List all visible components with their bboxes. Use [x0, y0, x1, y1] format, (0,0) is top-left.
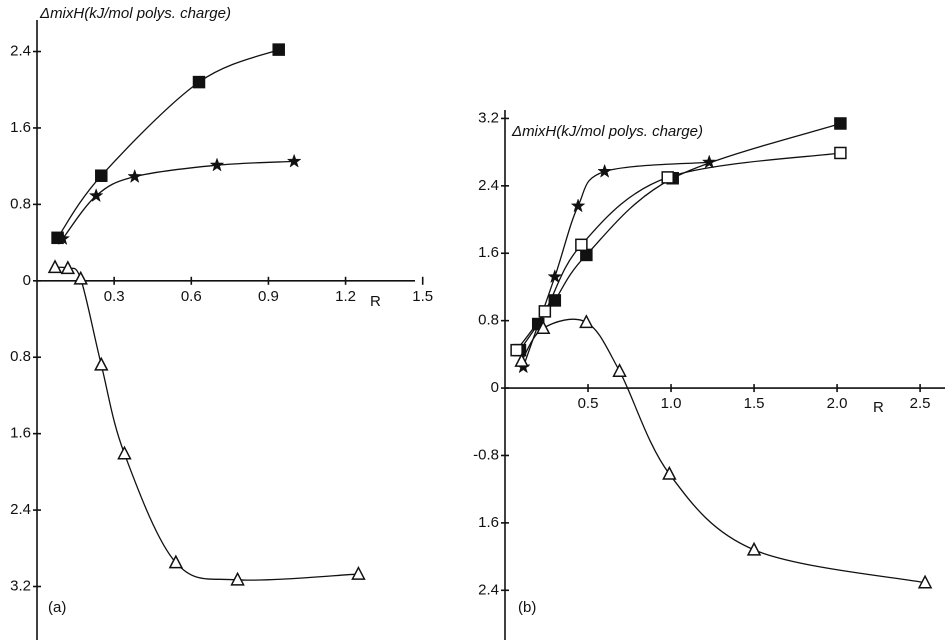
- x-tick-label: 0.5: [578, 395, 599, 412]
- y-tick-label: 2.4: [478, 581, 499, 598]
- marker: [597, 163, 613, 178]
- panel-label: (b): [518, 599, 536, 616]
- marker: [73, 270, 88, 285]
- marker: [548, 294, 562, 307]
- marker: [547, 269, 563, 284]
- marker: [94, 356, 109, 371]
- curve: [57, 49, 279, 239]
- y-tick-label: 2.4: [10, 501, 31, 518]
- marker: [834, 146, 847, 160]
- x-tick-label: 2.5: [910, 395, 931, 412]
- marker: [60, 260, 76, 275]
- y-tick-label: 0.8: [10, 195, 31, 212]
- x-tick-label: 0.6: [181, 288, 202, 305]
- marker: [834, 117, 847, 130]
- y-tick-label: 1.6: [10, 119, 31, 136]
- marker: [230, 571, 245, 586]
- marker: [917, 574, 933, 589]
- marker: [701, 154, 717, 169]
- marker: [95, 169, 108, 182]
- y-tick-label: 2.4: [10, 42, 31, 59]
- marker: [286, 153, 302, 168]
- marker: [579, 314, 594, 329]
- y-tick-label: 0: [491, 379, 499, 396]
- panel-label: (a): [48, 599, 66, 616]
- marker: [570, 198, 586, 213]
- y-tick-label: 0.8: [478, 312, 499, 329]
- y-tick-label: 2.4: [478, 177, 499, 194]
- y-tick-label: 3.2: [10, 577, 31, 594]
- marker: [272, 43, 285, 56]
- marker: [351, 565, 366, 580]
- marker: [192, 75, 206, 89]
- marker: [88, 188, 104, 203]
- x-tick-label: 1.5: [744, 395, 765, 412]
- marker: [209, 157, 225, 172]
- marker: [580, 248, 593, 262]
- y-tick-label: 0.8: [10, 348, 31, 365]
- y-axis-label: ΔmixH(kJ/mol polys. charge): [39, 5, 231, 22]
- marker: [514, 352, 529, 367]
- x-tick-label: 1.2: [335, 288, 356, 305]
- marker: [55, 231, 71, 246]
- marker: [535, 320, 551, 334]
- marker: [575, 238, 588, 252]
- marker: [661, 171, 674, 184]
- y-tick-label: 1.6: [478, 244, 499, 261]
- x-axis-label: R: [873, 399, 884, 416]
- y-tick-label: -0.8: [473, 446, 499, 463]
- x-tick-label: 2.0: [827, 395, 848, 412]
- x-tick-label: 1.0: [661, 395, 682, 412]
- y-tick-label: 1.6: [10, 425, 31, 442]
- curve: [54, 266, 359, 581]
- y-tick-label: 0: [23, 272, 31, 289]
- y-axis-label: ΔmixH(kJ/mol polys. charge): [511, 123, 703, 140]
- marker: [538, 305, 552, 318]
- marker: [662, 465, 677, 480]
- x-tick-label: 0.9: [258, 288, 279, 305]
- x-tick-label: 0.3: [104, 288, 125, 305]
- marker: [117, 445, 132, 460]
- x-tick-label: 1.5: [412, 288, 433, 305]
- marker: [127, 168, 143, 183]
- marker: [746, 541, 762, 556]
- x-axis-label: R: [370, 293, 381, 310]
- curve: [522, 161, 710, 368]
- marker: [168, 554, 184, 569]
- y-tick-label: 3.2: [478, 109, 499, 126]
- marker: [612, 363, 627, 377]
- marker: [47, 259, 63, 274]
- marker: [510, 343, 523, 357]
- y-tick-label: 1.6: [478, 514, 499, 531]
- curve: [521, 318, 926, 584]
